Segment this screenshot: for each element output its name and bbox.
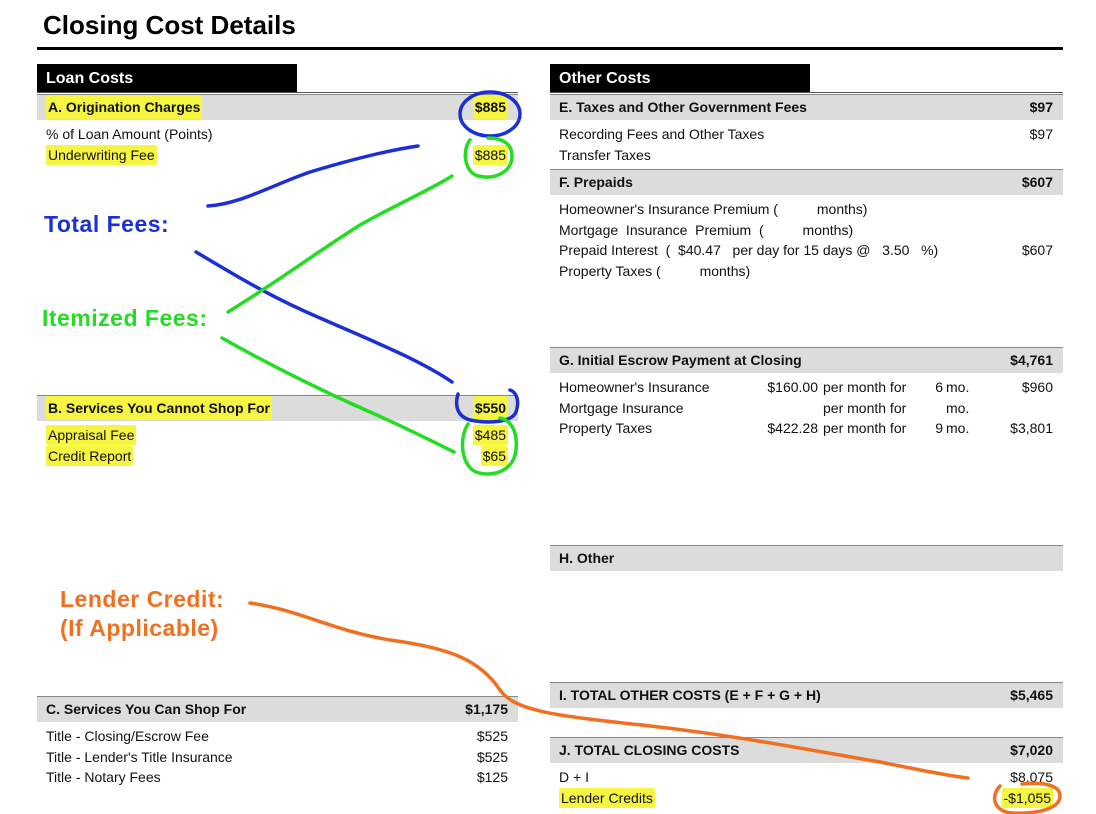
loan-costs-tab: Loan Costs bbox=[37, 64, 297, 92]
section-j-row: D + I $8,075 bbox=[550, 767, 1063, 787]
section-a-label: A. Origination Charges bbox=[46, 95, 203, 119]
section-g-total: $4,761 bbox=[1010, 352, 1053, 368]
row-label: Homeowner's Insurance Premium ( months) bbox=[559, 201, 868, 217]
section-e-total: $97 bbox=[1029, 99, 1053, 115]
section-j-row: Lender Credits -$1,055 bbox=[550, 788, 1063, 808]
row-months: 9 bbox=[935, 420, 943, 436]
row-label: Homeowner's Insurance bbox=[559, 379, 710, 395]
section-c-total: $1,175 bbox=[465, 701, 508, 717]
section-h-header: H. Other bbox=[550, 545, 1063, 571]
row-label: % of Loan Amount (Points) bbox=[46, 126, 213, 142]
section-e-header: E. Taxes and Other Government Fees $97 bbox=[550, 94, 1063, 120]
other-costs-tab: Other Costs bbox=[550, 64, 810, 92]
section-a-header: A. Origination Charges $885 bbox=[37, 94, 518, 120]
row-amount: $525 bbox=[476, 728, 508, 744]
row-label: Lender Credits bbox=[559, 788, 655, 808]
section-b-header: B. Services You Cannot Shop For $550 bbox=[37, 395, 518, 421]
section-g-row: Mortgage Insurance per month for mo. bbox=[550, 398, 1063, 418]
row-rate: $160.00 bbox=[767, 379, 818, 395]
section-i-total: $5,465 bbox=[1010, 687, 1053, 703]
other-costs-tab-line bbox=[550, 92, 1063, 93]
row-label: Credit Report bbox=[46, 446, 134, 466]
section-e-row: Transfer Taxes bbox=[550, 145, 1063, 165]
row-amount: $8,075 bbox=[1010, 769, 1053, 785]
section-j-label: J. TOTAL CLOSING COSTS bbox=[559, 742, 740, 758]
section-g-row: Homeowner's Insurance $160.00 per month … bbox=[550, 377, 1063, 397]
section-a-row: % of Loan Amount (Points) bbox=[37, 124, 518, 144]
row-per: per month for bbox=[823, 420, 907, 436]
lender-credit-annotation-sub: (If Applicable) bbox=[60, 615, 219, 641]
blue-line-to-b bbox=[194, 250, 454, 384]
row-rate: $422.28 bbox=[767, 420, 818, 436]
row-per: per month for bbox=[823, 400, 907, 416]
row-amount: $125 bbox=[476, 769, 508, 785]
section-f-header: F. Prepaids $607 bbox=[550, 169, 1063, 195]
section-f-row: Prepaid Interest ( $40.47 per day for 15… bbox=[550, 240, 1063, 260]
row-amount: $885 bbox=[472, 145, 508, 165]
section-b-label: B. Services You Cannot Shop For bbox=[46, 396, 272, 420]
row-label: Underwriting Fee bbox=[46, 145, 157, 165]
row-label: Transfer Taxes bbox=[559, 147, 651, 163]
section-c-label: C. Services You Can Shop For bbox=[46, 701, 247, 717]
total-fees-annotation: Total Fees: bbox=[44, 211, 170, 237]
row-label: Title - Lender's Title Insurance bbox=[46, 749, 233, 765]
section-h-label: H. Other bbox=[559, 550, 615, 566]
section-i-header: I. TOTAL OTHER COSTS (E + F + G + H) $5,… bbox=[550, 682, 1063, 708]
title-divider bbox=[37, 47, 1063, 50]
green-strokes bbox=[220, 136, 519, 476]
row-amount: $525 bbox=[476, 749, 508, 765]
section-c-row: Title - Notary Fees $125 bbox=[37, 767, 518, 787]
section-c-row: Title - Lender's Title Insurance $525 bbox=[37, 747, 518, 767]
row-label: Mortgage Insurance bbox=[559, 400, 684, 416]
section-b-row: Credit Report $65 bbox=[37, 446, 518, 466]
row-amount: $607 bbox=[1021, 242, 1053, 258]
section-e-row: Recording Fees and Other Taxes $97 bbox=[550, 124, 1063, 144]
section-f-row: Property Taxes ( months) bbox=[550, 261, 1063, 281]
row-amount: -$1,055 bbox=[1001, 788, 1053, 808]
section-b-row: Appraisal Fee $485 bbox=[37, 425, 518, 445]
section-c-row: Title - Closing/Escrow Fee $525 bbox=[37, 726, 518, 746]
row-label: Title - Closing/Escrow Fee bbox=[46, 728, 209, 744]
loan-costs-tab-line bbox=[37, 92, 518, 93]
row-unit: mo. bbox=[946, 420, 970, 436]
lender-credit-annotation: Lender Credit: bbox=[60, 586, 225, 612]
section-a-total: $885 bbox=[472, 95, 508, 119]
section-i-label: I. TOTAL OTHER COSTS (E + F + G + H) bbox=[559, 687, 821, 703]
section-g-label: G. Initial Escrow Payment at Closing bbox=[559, 352, 802, 368]
section-f-row: Mortgage Insurance Premium ( months) bbox=[550, 220, 1063, 240]
section-g-header: G. Initial Escrow Payment at Closing $4,… bbox=[550, 347, 1063, 373]
green-line-to-a bbox=[226, 174, 454, 314]
row-amount: $97 bbox=[1029, 126, 1053, 142]
row-amount: $3,801 bbox=[1010, 420, 1053, 436]
row-label: Property Taxes bbox=[559, 420, 653, 436]
row-label: D + I bbox=[559, 769, 589, 785]
section-f-label: F. Prepaids bbox=[559, 174, 633, 190]
itemized-fees-annotation: Itemized Fees: bbox=[42, 305, 208, 331]
row-label: Prepaid Interest ( $40.47 per day for 15… bbox=[559, 242, 939, 258]
section-j-header: J. TOTAL CLOSING COSTS $7,020 bbox=[550, 737, 1063, 763]
section-f-total: $607 bbox=[1021, 174, 1053, 190]
row-label: Mortgage Insurance Premium ( months) bbox=[559, 222, 854, 238]
page-title: Closing Cost Details bbox=[43, 10, 296, 40]
row-label: Recording Fees and Other Taxes bbox=[559, 126, 765, 142]
section-f-row: Homeowner's Insurance Premium ( months) bbox=[550, 199, 1063, 219]
section-g-row: Property Taxes $422.28 per month for 9 m… bbox=[550, 418, 1063, 438]
row-months: 6 bbox=[935, 379, 943, 395]
section-j-total: $7,020 bbox=[1010, 742, 1053, 758]
row-label: Property Taxes ( months) bbox=[559, 263, 751, 279]
section-b-total: $550 bbox=[472, 396, 508, 420]
section-e-label: E. Taxes and Other Government Fees bbox=[559, 99, 807, 115]
row-amount: $960 bbox=[1021, 379, 1053, 395]
row-unit: mo. bbox=[946, 379, 970, 395]
section-c-header: C. Services You Can Shop For $1,175 bbox=[37, 696, 518, 722]
row-per: per month for bbox=[823, 379, 907, 395]
section-a-row: Underwriting Fee $885 bbox=[37, 145, 518, 165]
row-label: Appraisal Fee bbox=[46, 425, 137, 445]
row-unit: mo. bbox=[946, 400, 970, 416]
row-amount: $485 bbox=[472, 425, 508, 445]
row-amount: $65 bbox=[480, 446, 508, 466]
row-label: Title - Notary Fees bbox=[46, 769, 161, 785]
